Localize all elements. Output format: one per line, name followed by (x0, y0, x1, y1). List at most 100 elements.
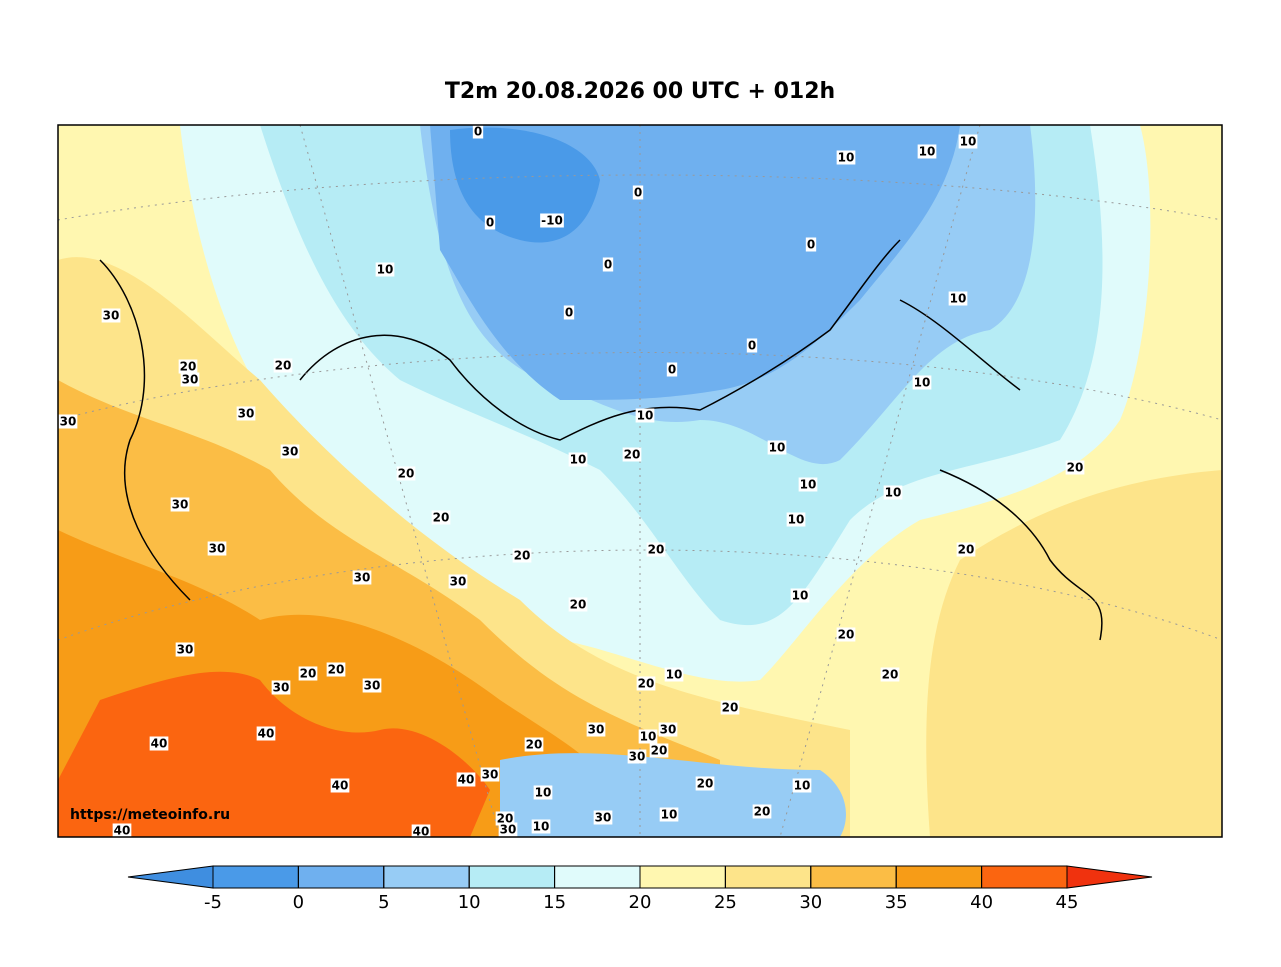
contour-label: 30 (209, 542, 226, 556)
contour-label: 20 (328, 663, 345, 677)
contour-label: 30 (500, 823, 517, 837)
contour-label-bg (207, 541, 227, 556)
contour-label: 10 (885, 486, 902, 500)
contour-label-bg (880, 667, 900, 682)
contour-label-bg (498, 822, 518, 837)
contour-label-bg (636, 676, 656, 691)
contour-label: 10 (535, 786, 552, 800)
coastline (899, 299, 1021, 391)
contour-label: 0 (565, 306, 573, 320)
contour-label-bg (298, 666, 318, 681)
contour-label: 20 (275, 359, 292, 373)
coastline (99, 259, 191, 601)
contour-label: 40 (258, 727, 275, 741)
colorbar: -5 0 5 10 15 20 25 30 35 40 45 (127, 865, 1153, 913)
contour-label-bg (178, 359, 198, 374)
colorbar-bin (724, 865, 812, 889)
colorbar-bin (554, 865, 641, 889)
contour-label-bg (396, 466, 416, 481)
contour-label: 30 (60, 415, 77, 429)
contour-label-bg (512, 548, 532, 563)
contour-label: 10 (800, 478, 817, 492)
colorbar-tick-label: 20 (629, 892, 652, 913)
contour-label-bg (484, 215, 496, 230)
contour-label: 0 (807, 238, 815, 252)
contour-label-bg (448, 574, 468, 589)
colorbar-tick-label: 30 (799, 892, 822, 913)
coastlines (99, 239, 1103, 641)
colorbar-bin (383, 865, 470, 889)
colorbar-bin (297, 865, 385, 889)
contour-label-bg (256, 726, 276, 741)
contour-label-bg (767, 440, 787, 455)
colorbar-bin (468, 865, 556, 889)
contour-label-bg (836, 627, 856, 642)
contour-label: 20 (651, 744, 668, 758)
contour-label: 0 (486, 216, 494, 230)
contour-label-bg (149, 736, 169, 751)
contour-label-bg (112, 823, 132, 837)
contour-label-bg (456, 772, 476, 787)
contour-label-bg (586, 722, 606, 737)
contour-label-bg (58, 414, 78, 429)
contour-label: 0 (668, 363, 676, 377)
contour-label: 40 (413, 825, 430, 839)
map-frame (57, 124, 1223, 838)
contour-label: 10 (914, 376, 931, 390)
contour-label: 40 (332, 779, 349, 793)
region (58, 671, 490, 837)
contour-label: 20 (882, 668, 899, 682)
contour-label-bg (593, 810, 613, 825)
contour-label: 0 (634, 186, 642, 200)
contour-label-bg (480, 767, 500, 782)
contour-label-bg (883, 485, 903, 500)
contour-label: 0 (748, 339, 756, 353)
colorbar-tick-label: 10 (458, 892, 481, 913)
contour-label: 20 (180, 360, 197, 374)
colorbar-tick-label: 40 (970, 892, 993, 913)
contour-label-bg (271, 680, 291, 695)
contour-label-bg (798, 477, 818, 492)
colorbar-bin (639, 865, 726, 889)
colorbar-tick-label: 0 (293, 892, 304, 913)
colorbar-extend-high (1066, 865, 1153, 889)
contour-label-bg (472, 125, 484, 139)
contour-label: 20 (526, 738, 543, 752)
contour-label: 30 (629, 750, 646, 764)
contour-label: 10 (792, 589, 809, 603)
contour-label-bg (170, 497, 190, 512)
contour-label-bg (524, 737, 544, 752)
contour-label-bg (326, 662, 346, 677)
colorbar-tick-label: -5 (204, 892, 222, 913)
contour-label: 20 (433, 511, 450, 525)
contour-label-bg (563, 305, 575, 320)
region (926, 470, 1222, 837)
contour-label: 30 (364, 679, 381, 693)
contour-label: 40 (458, 773, 475, 787)
contour-label: 10 (666, 668, 683, 682)
contour-label: 20 (570, 598, 587, 612)
contour-label: 30 (660, 723, 677, 737)
contour-label-bg (568, 597, 588, 612)
contour-label: 20 (958, 543, 975, 557)
contour-label-bg (362, 678, 382, 693)
contour-label-bg (790, 588, 810, 603)
contour-label-bg (273, 358, 293, 373)
contour-label-bg (411, 824, 431, 837)
contour-label: 10 (661, 808, 678, 822)
contour-label-bg (746, 338, 758, 353)
contour-label-bg (622, 447, 642, 462)
colorbar-tick-label: 35 (885, 892, 908, 913)
contour-label: 30 (282, 445, 299, 459)
contour-label: 20 (638, 677, 655, 691)
contour-label: 10 (769, 441, 786, 455)
contour-label-bg (175, 642, 195, 657)
contour-label-bg (533, 785, 553, 800)
contour-label: 0 (474, 125, 482, 139)
contour-label-bg (917, 144, 937, 159)
graticule (58, 125, 1222, 837)
contour-label: 10 (533, 820, 550, 834)
contour-label-bg (280, 444, 300, 459)
